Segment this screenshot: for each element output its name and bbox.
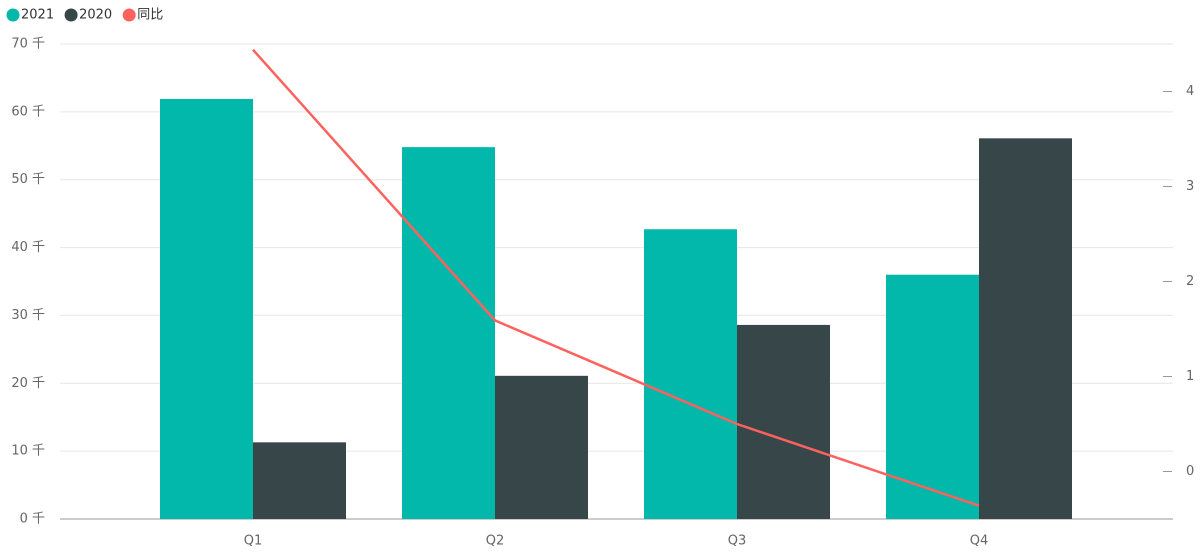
x-tick-label: Q1: [244, 534, 263, 549]
y2-tick-label: 0: [1186, 464, 1194, 479]
bar: [495, 375, 588, 519]
y2-tick-label: 3: [1186, 179, 1194, 194]
y-tick-label: 30 千: [11, 308, 45, 323]
legend-marker: [6, 8, 20, 22]
legend-label: 2021: [21, 8, 54, 23]
bar: [737, 324, 830, 519]
legend-marker: [64, 8, 78, 22]
legend-label: 同比: [137, 8, 163, 23]
bar: [979, 138, 1072, 520]
y-tick-label: 70 千: [11, 37, 45, 52]
bar: [402, 147, 495, 519]
legend: 2021 2020 同比: [6, 8, 163, 23]
y-tick-label: 0 千: [20, 512, 45, 527]
y2-tick-label: 2: [1186, 274, 1194, 289]
y2-tick-label: 4: [1186, 84, 1194, 99]
y-tick-label: 50 千: [11, 172, 45, 187]
x-tick-label: Q4: [970, 534, 989, 549]
y-tick-label: 40 千: [11, 240, 45, 255]
x-tick-label: Q2: [486, 534, 505, 549]
bar: [644, 229, 737, 519]
legend-marker: [122, 8, 136, 22]
y-tick-label: 20 千: [11, 376, 45, 391]
x-tick-label: Q3: [728, 534, 747, 549]
bar: [886, 274, 979, 519]
y2-tick-label: 1: [1186, 369, 1194, 384]
legend-label: 2020: [79, 8, 112, 23]
line: [252, 48, 980, 507]
y-tick-label: 60 千: [11, 104, 45, 119]
bar: [253, 442, 346, 519]
y-tick-label: 10 千: [11, 444, 45, 459]
bar: [160, 98, 253, 519]
